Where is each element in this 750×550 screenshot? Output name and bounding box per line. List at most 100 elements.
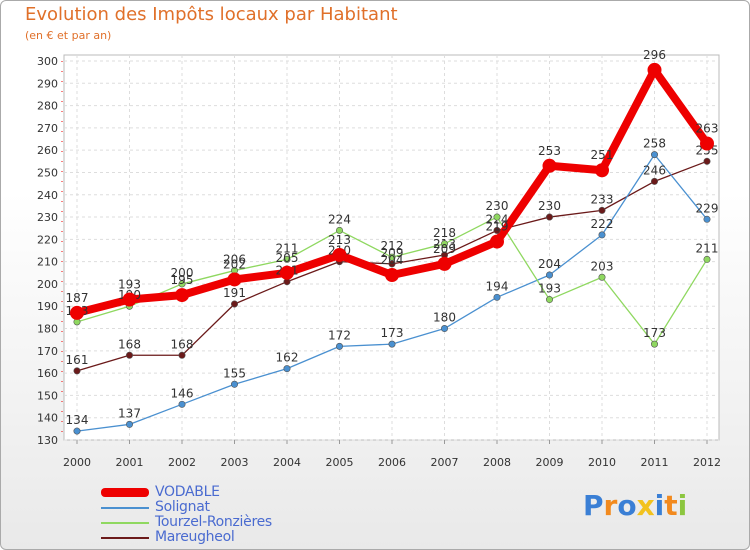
data-point: [650, 340, 658, 348]
data-label: 212: [381, 239, 404, 253]
y-tick-label: 170: [37, 345, 58, 358]
data-label: 202: [223, 257, 246, 271]
data-label: 205: [276, 251, 299, 265]
data-label: 251: [591, 148, 614, 162]
data-point: [73, 367, 81, 375]
data-label: 213: [328, 233, 351, 247]
data-label: 246: [643, 163, 666, 177]
x-tick-label: 2009: [536, 456, 564, 469]
y-tick-label: 200: [37, 278, 58, 291]
data-point: [493, 293, 501, 301]
chart-subtitle: (en € et par an): [25, 29, 112, 42]
data-label: 253: [538, 144, 561, 158]
data-label: 229: [696, 201, 719, 215]
logo-letter: t: [664, 489, 678, 522]
data-label: 172: [328, 328, 351, 342]
x-tick-label: 2001: [116, 456, 144, 469]
data-point: [178, 280, 186, 288]
data-point: [650, 151, 658, 159]
data-label: 209: [381, 246, 404, 260]
data-point: [388, 253, 396, 261]
legend-swatch: [101, 537, 149, 539]
data-point: [598, 273, 606, 281]
legend-label: Mareugheol: [155, 529, 235, 545]
y-tick-label: 280: [37, 100, 58, 113]
data-point: [545, 296, 553, 304]
data-point: [70, 305, 84, 320]
x-tick-label: 2010: [588, 456, 616, 469]
data-point: [126, 420, 134, 428]
data-label: 193: [118, 278, 141, 292]
legend-label: Tourzel-Ronzières: [155, 514, 272, 530]
data-point: [73, 427, 81, 435]
data-label: 162: [276, 351, 299, 365]
data-point: [703, 255, 711, 263]
y-tick-label: 130: [37, 434, 58, 447]
y-tick-label: 300: [37, 55, 58, 68]
data-label: 137: [118, 406, 141, 420]
data-label: 187: [66, 291, 89, 305]
data-label: 230: [486, 199, 509, 213]
data-label: 296: [643, 48, 666, 62]
data-point: [545, 213, 553, 221]
y-tick-label: 220: [37, 233, 58, 246]
y-tick-label: 160: [37, 367, 58, 380]
chart-title: Evolution des Impôts locaux par Habitant: [25, 4, 398, 25]
data-label: 195: [171, 273, 194, 287]
data-label: 258: [643, 137, 666, 151]
data-label: 173: [381, 326, 404, 340]
x-tick-label: 2003: [221, 456, 249, 469]
data-point: [335, 226, 343, 234]
y-tick-label: 230: [37, 211, 58, 224]
legend-label: Solignat: [155, 499, 210, 515]
data-point: [493, 226, 501, 234]
data-point: [598, 206, 606, 214]
x-tick-label: 2002: [168, 456, 196, 469]
data-label: 204: [381, 253, 404, 267]
y-tick-label: 150: [37, 389, 58, 402]
logo-letter: P: [583, 489, 604, 522]
data-label: 168: [118, 337, 141, 351]
y-tick-label: 290: [37, 77, 58, 90]
data-point: [650, 177, 658, 185]
logo-letter: i: [654, 489, 665, 522]
data-label: 218: [433, 226, 456, 240]
y-tick-label: 240: [37, 189, 58, 202]
data-point: [178, 351, 186, 359]
y-tick-label: 250: [37, 166, 58, 179]
y-tick-label: 270: [37, 122, 58, 135]
data-point: [385, 268, 399, 283]
logo-letter: r: [603, 489, 618, 522]
y-tick-label: 190: [37, 300, 58, 313]
data-point: [700, 136, 714, 151]
x-tick-label: 2005: [326, 456, 354, 469]
data-point: [231, 300, 239, 308]
x-tick-label: 2004: [273, 456, 301, 469]
data-label: 222: [591, 217, 614, 231]
proxiti-logo: Proxiti: [583, 489, 687, 522]
logo-letter: o: [617, 489, 637, 522]
data-label: 193: [538, 282, 561, 296]
y-tick-label: 260: [37, 144, 58, 157]
data-label: 134: [66, 413, 89, 427]
data-point: [175, 288, 189, 303]
logo-letter: i: [677, 489, 688, 522]
data-point: [335, 342, 343, 350]
data-label: 211: [696, 241, 719, 255]
data-point: [332, 247, 347, 262]
x-tick-label: 2006: [378, 456, 406, 469]
data-point: [283, 255, 291, 263]
data-label: 219: [486, 220, 509, 234]
y-tick-label: 140: [37, 412, 58, 425]
data-point: [227, 272, 242, 287]
data-label: 206: [223, 253, 246, 267]
legend-swatch: [101, 488, 149, 497]
data-label: 161: [66, 353, 89, 367]
data-label: 204: [538, 257, 561, 271]
x-tick-label: 2011: [641, 456, 669, 469]
x-tick-label: 2007: [431, 456, 459, 469]
data-point: [703, 157, 711, 165]
y-tick-label: 180: [37, 323, 58, 336]
